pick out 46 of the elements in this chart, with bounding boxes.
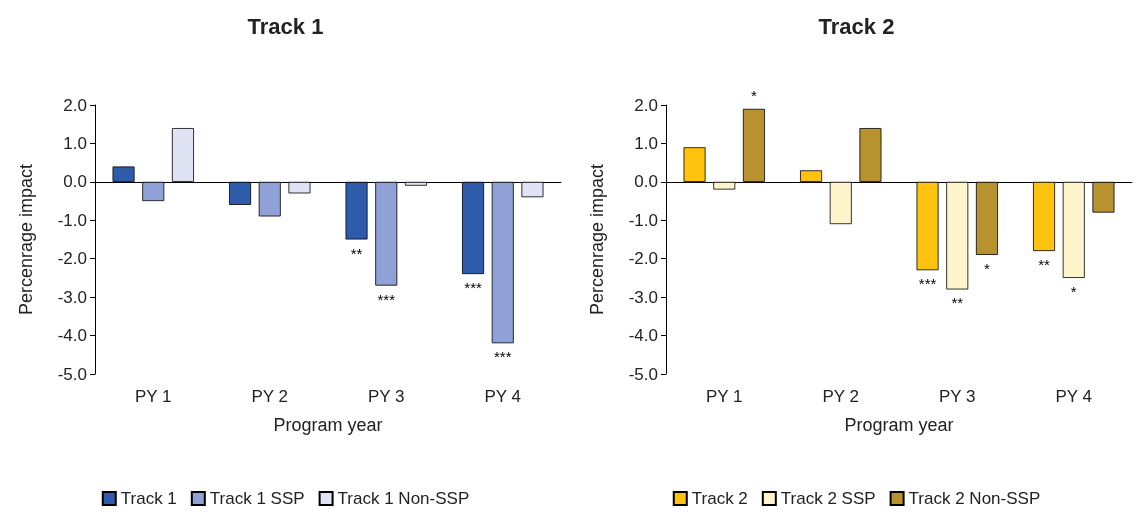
- legend-label: Track 2: [691, 489, 748, 508]
- y-tick-label: -2.0: [628, 249, 658, 269]
- x-tick-label: PY 4: [1055, 387, 1093, 406]
- y-tick-label: -4.0: [57, 326, 87, 346]
- y-axis-title: Percenrage impact: [16, 163, 36, 316]
- y-tick-label: -2.0: [57, 249, 87, 269]
- chart-title: Track 1: [247, 13, 324, 39]
- data-label: *: [1070, 282, 1077, 300]
- y-tick-label: -5.0: [57, 364, 87, 384]
- data-label: **: [1038, 256, 1051, 274]
- y-tick-label: 2.0: [63, 95, 87, 115]
- y-tick-label: -1.0: [57, 210, 87, 230]
- x-tick-label: PY 3: [938, 387, 976, 406]
- y-tick-label: -5.0: [628, 364, 658, 384]
- x-tick-label: PY 4: [484, 387, 522, 406]
- data-label: *: [751, 86, 758, 104]
- data-label: ***: [493, 348, 512, 366]
- data-label: **: [951, 294, 964, 312]
- y-axis-title: Percenrage impact: [587, 163, 607, 316]
- legend-label: Track 1 Non-SSP: [337, 489, 470, 508]
- y-tick-label: 2.0: [634, 95, 658, 115]
- y-tick-label: -1.0: [628, 210, 658, 230]
- chart-title: Track 2: [818, 13, 895, 39]
- y-tick-label: -4.0: [628, 326, 658, 346]
- y-tick-label: 1.0: [63, 133, 87, 153]
- y-tick-label: 0.0: [634, 172, 658, 192]
- legend-label: Track 1: [120, 489, 177, 508]
- y-tick-label: 1.0: [634, 133, 658, 153]
- legend-label: Track 2 SSP: [780, 489, 876, 508]
- data-label: ***: [464, 279, 482, 297]
- data-label: *: [984, 259, 991, 277]
- x-tick-label: PY 2: [251, 387, 289, 406]
- x-tick-label: PY 1: [134, 387, 172, 406]
- y-tick-label: -3.0: [628, 287, 658, 307]
- legend-label: Track 2 Non-SSP: [908, 489, 1041, 508]
- data-label: **: [350, 244, 363, 262]
- x-tick-label: PY 1: [705, 387, 743, 406]
- y-tick-label: 0.0: [63, 172, 87, 192]
- data-label: ***: [918, 275, 937, 293]
- legend-label: Track 1 SSP: [209, 489, 305, 508]
- x-tick-label: PY 3: [367, 387, 405, 406]
- y-tick-label: -3.0: [57, 287, 87, 307]
- x-tick-label: PY 2: [822, 387, 860, 406]
- x-axis-title: Program year: [844, 415, 954, 435]
- data-label: ***: [377, 290, 396, 308]
- x-axis-title: Program year: [273, 415, 383, 435]
